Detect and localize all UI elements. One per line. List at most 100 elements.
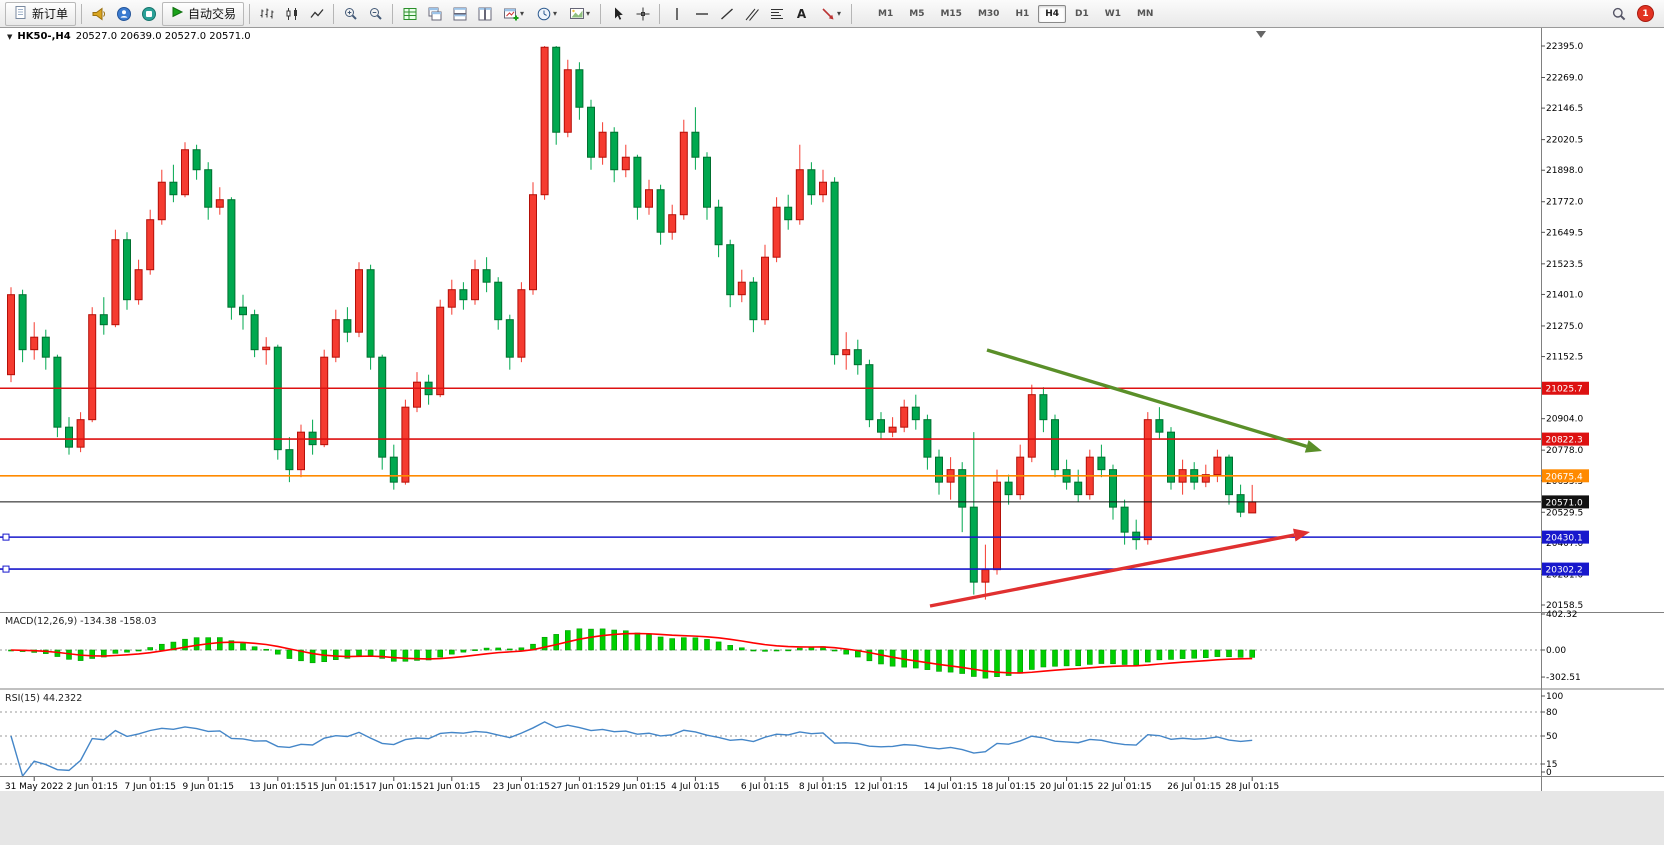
descending-trend-arrow [986, 348, 1308, 449]
market-watch-grid-icon[interactable] [397, 1, 422, 26]
toolbar-separator [249, 3, 251, 24]
candle [204, 169, 213, 208]
zoom-in-icon[interactable] [338, 1, 363, 26]
price-level-badge-text: 20302.2 [1546, 566, 1583, 576]
candle [366, 269, 375, 358]
bar-chart-type-icon[interactable] [254, 1, 279, 26]
price-scale[interactable]: 22395.0 22269.0 22146.5 22020.5 21898.0 21772… [1541, 42, 1589, 611]
macd-bar [101, 649, 107, 658]
price-axis-label: 22020.5 [1546, 136, 1583, 146]
price-axis-label: 21898.0 [1546, 166, 1583, 176]
price-axis-label: 20904.0 [1546, 415, 1583, 425]
macd-bar [472, 649, 478, 651]
candle [273, 346, 282, 451]
macd-bar [750, 649, 757, 652]
candle [911, 406, 920, 421]
arrows-tool-button[interactable]: ▾ [814, 1, 847, 26]
windows-tile-vertical-icon[interactable] [472, 1, 497, 26]
time-axis-label: 23 Jun 01:15 [493, 782, 550, 792]
new-chart-button[interactable]: ▾ [497, 1, 530, 26]
candle [41, 336, 50, 358]
notification-badge[interactable]: 1 [1637, 5, 1654, 22]
time-axis-label: 4 Jul 01:15 [671, 782, 719, 792]
crosshair-tool-icon[interactable] [630, 1, 655, 26]
time-axis-label: 22 Jul 01:15 [1098, 782, 1152, 792]
vertical-line-tool-icon[interactable] [664, 1, 689, 26]
windows-tile-horizontal-icon[interactable] [447, 1, 472, 26]
macd-bar [182, 638, 188, 651]
profile-icon[interactable] [111, 1, 136, 26]
line-chart-type-icon[interactable] [304, 1, 329, 26]
new-order-button[interactable]: 新订单 [5, 1, 77, 26]
candle [134, 269, 143, 301]
timeframe-m5[interactable]: M5 [909, 8, 925, 19]
timeframe-d1[interactable]: D1 [1075, 8, 1089, 19]
trendline-tool-icon[interactable] [714, 1, 739, 26]
zoom-out-icon[interactable] [363, 1, 388, 26]
ascending-trend-arrow-head [1293, 528, 1310, 542]
price-axis-label: 22146.5 [1546, 104, 1583, 114]
macd-bar [1087, 649, 1093, 665]
horizontal-line-tool-icon[interactable] [689, 1, 714, 26]
candle [146, 219, 155, 271]
search-icon[interactable] [1606, 1, 1631, 26]
macd-bar [1029, 649, 1035, 670]
candle [459, 289, 468, 301]
candle [853, 349, 862, 366]
candle [53, 356, 62, 428]
macd-bar [692, 637, 699, 651]
chart-template-button[interactable]: ▾ [563, 1, 596, 26]
timeframe-h4[interactable]: H4 [1038, 4, 1067, 23]
price-level-badge [1542, 381, 1589, 395]
toolbar-separator [851, 3, 853, 24]
period-clock-button[interactable]: ▾ [530, 1, 563, 26]
timeframe-mn[interactable]: MN [1136, 8, 1154, 19]
candle [610, 131, 619, 171]
candle [819, 181, 827, 196]
macd-axis-label: -302.51 [1546, 673, 1581, 683]
fibonacci-tool-icon[interactable] [764, 1, 789, 26]
channel-tool-icon[interactable] [739, 1, 764, 26]
line-handle [2, 565, 10, 573]
community-icon[interactable] [136, 1, 161, 26]
candle [1097, 456, 1106, 471]
alerts-horn-icon[interactable] [86, 1, 111, 26]
text-tool-icon[interactable]: A [796, 6, 807, 21]
symbol-dropdown-icon[interactable]: ▼ [7, 32, 13, 41]
cursor-tool-icon[interactable] [605, 1, 630, 26]
timeframe-h1[interactable]: H1 [1015, 8, 1030, 19]
candle [297, 431, 305, 471]
macd-bar [727, 645, 734, 651]
candle [749, 281, 758, 321]
macd-bar [1203, 649, 1209, 658]
timeframe-w1[interactable]: W1 [1104, 8, 1121, 19]
time-axis[interactable]: 31 May 2022 2 Jun 01:15 7 Jun 01:15 9 Jun 0… [5, 777, 1279, 792]
macd-bar [274, 649, 281, 655]
timeframe-m15[interactable]: M15 [940, 8, 962, 19]
new-order-icon [13, 5, 28, 23]
candle [76, 419, 85, 448]
macd-axis-label: 0.00 [1546, 646, 1566, 656]
macd-bar [263, 648, 270, 651]
candle [262, 346, 271, 351]
candle [482, 269, 491, 283]
macd-bar [251, 646, 258, 651]
trend-arrows[interactable] [929, 348, 1322, 608]
shift-marker[interactable] [1256, 31, 1266, 38]
candle [761, 256, 769, 321]
candle [703, 156, 711, 208]
windows-cascade-icon[interactable] [422, 1, 447, 26]
timeframe-m30[interactable]: M30 [977, 8, 1000, 19]
macd-bar [402, 649, 409, 662]
time-axis-label: 2 Jun 01:15 [66, 782, 117, 792]
macd-bar [634, 632, 641, 651]
timeframe-m1[interactable]: M1 [878, 8, 894, 19]
candle [714, 206, 723, 246]
candle [65, 426, 73, 448]
price-level-badge-text: 20675.4 [1546, 472, 1583, 482]
candlestick-chart-type-icon[interactable] [279, 1, 304, 26]
candle [1109, 469, 1117, 508]
auto-trading-button[interactable]: 自动交易 [162, 1, 245, 26]
